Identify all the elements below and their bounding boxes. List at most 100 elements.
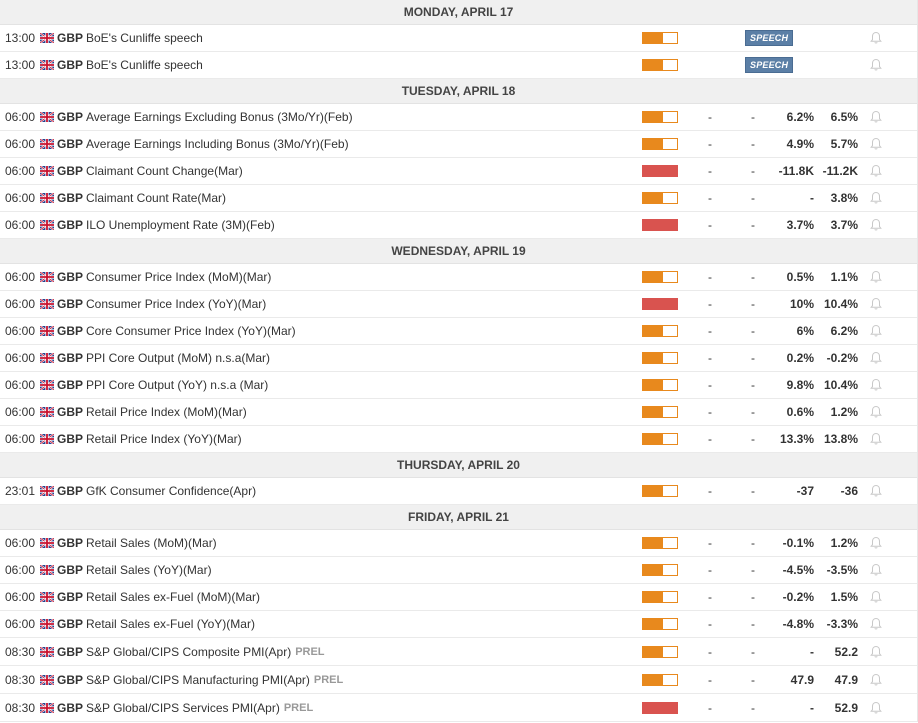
event-currency: GBP <box>57 58 84 72</box>
event-row[interactable]: 08:30 GBP S&P Global/CIPS Composite PMI(Ap… <box>0 638 917 666</box>
event-name: Consumer Price Index (MoM)(Mar) <box>86 270 272 284</box>
event-previous: - <box>810 191 814 205</box>
impact-indicator-medium <box>642 131 678 157</box>
event-row[interactable]: 06:00 GBP Consumer Price Index (YoY)(Mar) -… <box>0 291 917 318</box>
event-row[interactable]: 06:00 GBP Average Earnings Excluding Bonus… <box>0 104 917 131</box>
bell-icon[interactable] <box>869 557 883 583</box>
bell-icon[interactable] <box>869 25 883 51</box>
event-time: 06:00 <box>5 218 36 232</box>
event-name-link[interactable]: Retail Sales ex-Fuel (MoM)(Mar) <box>86 584 260 610</box>
event-name-link[interactable]: ILO Unemployment Rate (3M)(Feb) <box>86 212 275 238</box>
event-row[interactable]: 23:01 GBP GfK Consumer Confidence(Apr) - - -3… <box>0 478 917 505</box>
event-row[interactable]: 06:00 GBP Retail Sales ex-Fuel (MoM)(Mar) -… <box>0 584 917 611</box>
event-row[interactable]: 06:00 GBP PPI Core Output (MoM) n.s.a(Mar)… <box>0 345 917 372</box>
bell-icon[interactable] <box>869 638 883 665</box>
impact-indicator-medium <box>642 584 678 610</box>
bell-icon[interactable] <box>869 264 883 290</box>
event-name-link[interactable]: Retail Price Index (MoM)(Mar) <box>86 399 247 425</box>
bell-icon[interactable] <box>869 426 883 452</box>
day-header: WEDNESDAY, APRIL 19 <box>0 239 917 264</box>
event-name-link[interactable]: S&P Global/CIPS Services PMI(Apr) PREL <box>86 694 313 721</box>
event-name: BoE's Cunliffe speech <box>86 58 203 72</box>
event-name-link[interactable]: Average Earnings Including Bonus (3Mo/Yr… <box>86 131 349 157</box>
event-actual: - <box>708 351 712 365</box>
event-name-link[interactable]: Consumer Price Index (YoY)(Mar) <box>86 291 266 317</box>
bell-icon[interactable] <box>869 345 883 371</box>
event-name: Average Earnings Including Bonus (3Mo/Yr… <box>86 137 349 151</box>
event-row[interactable]: 06:00 GBP Core Consumer Price Index (YoY)(… <box>0 318 917 345</box>
event-name-link[interactable]: Retail Sales (YoY)(Mar) <box>86 557 212 583</box>
bell-icon[interactable] <box>869 478 883 504</box>
event-actual: - <box>708 644 712 659</box>
bell-icon[interactable] <box>869 694 883 721</box>
event-consensus: -36 <box>840 484 858 498</box>
event-time: 06:00 <box>5 110 36 124</box>
impact-indicator-medium <box>642 530 678 556</box>
event-row[interactable]: 06:00 GBP Retail Sales ex-Fuel (YoY)(Mar) -… <box>0 611 917 638</box>
event-row[interactable]: 13:00 GBP BoE's Cunliffe speech SPEECH <box>0 25 917 52</box>
event-row[interactable]: 08:30 GBP S&P Global/CIPS Manufacturing PM… <box>0 666 917 694</box>
event-name: PPI Core Output (YoY) n.s.a (Mar) <box>86 378 269 392</box>
event-name-link[interactable]: PPI Core Output (MoM) n.s.a(Mar) <box>86 345 270 371</box>
event-consensus: 3.7% <box>830 218 858 232</box>
event-row[interactable]: 13:00 GBP BoE's Cunliffe speech SPEECH <box>0 52 917 79</box>
event-time: 06:00 <box>5 432 36 446</box>
event-row[interactable]: 06:00 GBP ILO Unemployment Rate (3M)(Feb) -… <box>0 212 917 239</box>
event-currency: GBP <box>57 378 84 392</box>
event-previous: 6% <box>796 324 814 338</box>
event-row[interactable]: 06:00 GBP PPI Core Output (YoY) n.s.a (Mar… <box>0 372 917 399</box>
event-row[interactable]: 06:00 GBP Claimant Count Rate(Mar) - - - 3.8% <box>0 185 917 212</box>
bell-icon[interactable] <box>869 131 883 157</box>
uk-flag-icon <box>40 345 54 371</box>
event-name: ILO Unemployment Rate (3M)(Feb) <box>86 218 275 232</box>
event-name-link[interactable]: S&P Global/CIPS Composite PMI(Apr) PREL <box>86 638 325 665</box>
event-row[interactable]: 06:00 GBP Retail Sales (YoY)(Mar) - - -4.5% -3… <box>0 557 917 584</box>
event-name-link[interactable]: Claimant Count Change(Mar) <box>86 158 243 184</box>
event-actual: - <box>708 297 712 311</box>
event-name-link[interactable]: PPI Core Output (YoY) n.s.a (Mar) <box>86 372 268 398</box>
event-name-link[interactable]: BoE's Cunliffe speech <box>86 52 203 78</box>
event-row[interactable]: 06:00 GBP Retail Price Index (YoY)(Mar) - - 1… <box>0 426 917 453</box>
bell-icon[interactable] <box>869 318 883 344</box>
bell-icon[interactable] <box>869 291 883 317</box>
bell-icon[interactable] <box>869 158 883 184</box>
event-name-link[interactable]: GfK Consumer Confidence(Apr) <box>86 478 256 504</box>
bell-icon[interactable] <box>869 52 883 78</box>
impact-indicator-medium <box>642 638 678 665</box>
event-row[interactable]: 08:30 GBP S&P Global/CIPS Services PMI(Apr… <box>0 694 917 722</box>
event-consensus: 6.2% <box>830 324 858 338</box>
event-deviation: - <box>751 644 755 659</box>
bell-icon[interactable] <box>869 185 883 211</box>
event-consensus: -3.3% <box>826 617 858 631</box>
event-name-link[interactable]: Retail Sales ex-Fuel (YoY)(Mar) <box>86 611 255 637</box>
event-name-link[interactable]: Claimant Count Rate(Mar) <box>86 185 226 211</box>
event-name-link[interactable]: Average Earnings Excluding Bonus (3Mo/Yr… <box>86 104 353 130</box>
event-deviation: - <box>751 536 755 550</box>
bell-icon[interactable] <box>869 584 883 610</box>
bell-icon[interactable] <box>869 530 883 556</box>
event-consensus: 47.9 <box>834 672 858 687</box>
event-name-link[interactable]: Core Consumer Price Index (YoY)(Mar) <box>86 318 296 344</box>
event-currency: GBP <box>57 405 84 419</box>
bell-icon[interactable] <box>869 372 883 398</box>
event-time: 06:00 <box>5 270 36 284</box>
event-row[interactable]: 06:00 GBP Average Earnings Including Bonus… <box>0 131 917 158</box>
event-consensus: 10.4% <box>823 297 858 311</box>
event-name-link[interactable]: BoE's Cunliffe speech <box>86 25 203 51</box>
event-name-link[interactable]: Consumer Price Index (MoM)(Mar) <box>86 264 271 290</box>
event-name-link[interactable]: S&P Global/CIPS Manufacturing PMI(Apr) PR… <box>86 666 343 693</box>
event-row[interactable]: 06:00 GBP Consumer Price Index (MoM)(Mar) -… <box>0 264 917 291</box>
bell-icon[interactable] <box>869 611 883 637</box>
event-previous: -4.5% <box>782 563 814 577</box>
event-row[interactable]: 06:00 GBP Retail Price Index (MoM)(Mar) - - 0… <box>0 399 917 426</box>
bell-icon[interactable] <box>869 104 883 130</box>
event-actual: - <box>708 432 712 446</box>
bell-icon[interactable] <box>869 212 883 238</box>
event-row[interactable]: 06:00 GBP Claimant Count Change(Mar) - - -11.… <box>0 158 917 185</box>
bell-icon[interactable] <box>869 399 883 425</box>
event-row[interactable]: 06:00 GBP Retail Sales (MoM)(Mar) - - -0.1% 1.… <box>0 530 917 557</box>
event-name-link[interactable]: Retail Price Index (YoY)(Mar) <box>86 426 242 452</box>
bell-icon[interactable] <box>869 666 883 693</box>
event-name-link[interactable]: Retail Sales (MoM)(Mar) <box>86 530 217 556</box>
event-currency: GBP <box>57 218 84 232</box>
